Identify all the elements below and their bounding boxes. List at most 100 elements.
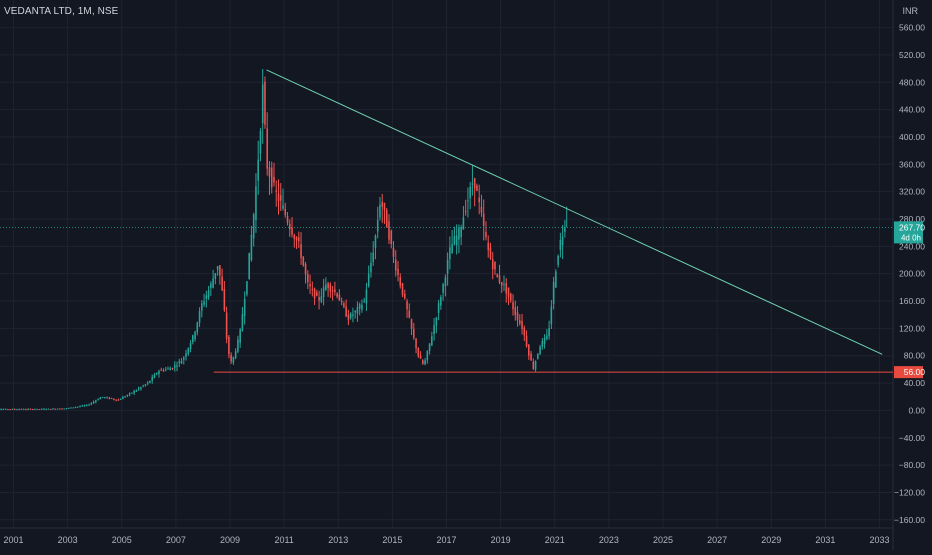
candle-body (214, 273, 217, 279)
time-tick-label: 2019 (491, 535, 511, 545)
candle-body (376, 220, 379, 232)
price-tick-label: 480.00 (899, 77, 925, 87)
candle-body (394, 259, 397, 271)
candle-body (155, 373, 158, 375)
candle-body (266, 128, 269, 169)
candle-body (507, 287, 510, 297)
candle-body (99, 397, 102, 400)
candle-body (142, 385, 144, 387)
candle-body (151, 377, 154, 381)
candle-body (54, 408, 57, 410)
candle-body (250, 234, 253, 260)
candle-body (18, 409, 20, 411)
candle-body (22, 408, 25, 410)
time-tick-label: 2029 (761, 535, 781, 545)
candle-body (149, 380, 151, 383)
candle-body (270, 167, 273, 188)
candle-body (119, 398, 122, 401)
candle-body (162, 370, 165, 372)
candle-body (198, 311, 201, 323)
candle-body (482, 213, 485, 226)
candle-body (361, 304, 363, 310)
candle-body (311, 288, 314, 290)
candle-body (548, 328, 550, 337)
candle-body (77, 406, 79, 408)
candle-body (358, 304, 361, 309)
candle-body (458, 228, 460, 240)
candle-body (264, 81, 266, 125)
candle-body (104, 397, 106, 399)
candle-body (552, 282, 555, 304)
candle-body (408, 310, 411, 318)
candle-body (192, 335, 194, 343)
candle-body (469, 186, 471, 199)
price-tick-label: 80.00 (904, 351, 926, 361)
candle-body (124, 396, 126, 398)
candle-body (63, 408, 66, 410)
candle-body (523, 327, 526, 336)
candle-body (34, 409, 36, 411)
candle-body (173, 365, 176, 368)
candle-body (327, 283, 329, 289)
candle-body (207, 290, 210, 298)
candle-body (160, 369, 163, 371)
candle-body (243, 298, 246, 316)
candle-body (541, 341, 544, 347)
candle-body (489, 247, 492, 259)
candle-body (45, 409, 48, 411)
candle-body (539, 346, 541, 355)
candle-body (514, 307, 517, 316)
candle-body (72, 407, 75, 409)
candle-body (88, 404, 90, 406)
candle-body (61, 408, 63, 410)
candle-body (9, 409, 11, 411)
candle-body (221, 276, 223, 291)
candle-body (25, 409, 27, 411)
candle-body (379, 204, 381, 218)
price-tick-label: 160.00 (899, 296, 925, 306)
candle-body (300, 244, 302, 258)
candle-body (410, 319, 413, 329)
candle-body (363, 300, 365, 302)
candle-body (509, 293, 512, 301)
candle-body (83, 405, 86, 407)
candle-body (288, 223, 291, 230)
time-tick-label: 2003 (58, 535, 78, 545)
candle-body (550, 306, 553, 324)
candle-body (347, 314, 350, 320)
candle-body (419, 355, 422, 359)
candle-body (47, 408, 50, 410)
candle-body (322, 287, 325, 298)
candle-body (444, 277, 447, 287)
candle-body (388, 221, 390, 240)
candle-body (56, 408, 59, 410)
candle-body (392, 248, 395, 257)
candle-body (564, 227, 566, 232)
support-price-badge (894, 366, 923, 379)
candle-body (442, 284, 444, 293)
price-tick-label: 400.00 (899, 132, 925, 142)
candle-body (435, 317, 438, 326)
candle-body (343, 303, 345, 307)
candle-body (555, 271, 557, 288)
candle-body (81, 405, 84, 407)
candle-body (201, 303, 203, 311)
candle-body (126, 394, 129, 396)
candle-body (496, 274, 499, 277)
time-tick-label: 2021 (545, 535, 565, 545)
time-tick-label: 2015 (382, 535, 402, 545)
candle-body (131, 392, 133, 394)
candle-body (228, 336, 230, 355)
candle-body (113, 398, 115, 400)
candle-body (385, 209, 388, 228)
time-tick-label: 2005 (112, 535, 132, 545)
candle-body (473, 178, 476, 189)
candle-body (210, 283, 212, 289)
candle-body (467, 200, 469, 202)
candle-body (279, 195, 282, 201)
candle-body (286, 215, 289, 223)
candle-body (487, 242, 490, 251)
candle-body (234, 351, 237, 358)
